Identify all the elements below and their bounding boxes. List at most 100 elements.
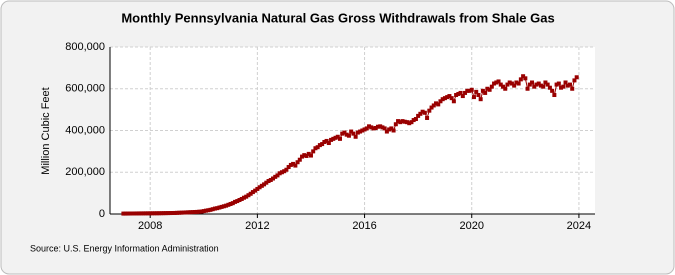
data-point (451, 99, 456, 104)
data-point (284, 167, 289, 172)
data-point (536, 81, 541, 86)
data-point (152, 211, 157, 216)
data-point (404, 120, 409, 125)
y-tick-label: 600,000 (65, 83, 105, 95)
data-point (329, 137, 334, 142)
data-point (436, 102, 441, 107)
data-point (534, 82, 539, 87)
data-point (331, 136, 336, 141)
data-point (476, 93, 481, 98)
data-point (570, 86, 575, 91)
data-point (293, 163, 298, 168)
data-point (496, 79, 501, 84)
data-point (130, 211, 135, 216)
data-point (250, 190, 255, 195)
data-point (454, 93, 459, 98)
data-point (471, 95, 476, 100)
data-point (400, 119, 405, 124)
data-point (563, 80, 568, 85)
data-point (163, 211, 168, 216)
data-point (483, 90, 488, 95)
data-point (398, 120, 403, 125)
data-point (264, 180, 269, 185)
data-point (121, 211, 126, 216)
data-point (487, 87, 492, 92)
data-point (210, 207, 215, 212)
data-point (159, 211, 164, 216)
data-point (311, 149, 316, 154)
data-point (145, 211, 150, 216)
data-point (297, 157, 302, 162)
data-point (554, 82, 559, 87)
data-point (246, 193, 251, 198)
data-point (402, 119, 407, 124)
data-point (375, 124, 380, 129)
data-point (224, 203, 229, 208)
data-point (469, 87, 474, 92)
data-point (574, 75, 579, 80)
data-point (177, 210, 182, 215)
data-point (259, 183, 264, 188)
data-point (384, 129, 389, 134)
data-point (217, 205, 222, 210)
data-point (420, 109, 425, 114)
data-point (391, 128, 396, 133)
data-point (498, 82, 503, 87)
x-tick-label: 2024 (567, 220, 591, 232)
data-point (335, 134, 340, 139)
data-point (201, 209, 206, 214)
data-point (349, 129, 354, 134)
data-point (514, 80, 519, 85)
data-point (387, 127, 392, 132)
data-point (438, 99, 443, 104)
y-tick-label: 200,000 (65, 166, 105, 178)
data-point (521, 74, 526, 79)
data-point (541, 84, 546, 89)
data-point (320, 142, 325, 147)
data-point (512, 83, 517, 88)
x-tick-label: 2016 (352, 220, 376, 232)
chart-title: Monthly Pennsylvania Natural Gas Gross W… (121, 10, 554, 25)
data-point (538, 83, 543, 88)
data-point (239, 196, 244, 201)
data-point (123, 211, 128, 216)
data-point (125, 211, 130, 216)
data-point (371, 126, 376, 131)
data-point (270, 176, 275, 181)
data-point (161, 211, 166, 216)
data-point (460, 94, 465, 99)
data-point (440, 97, 445, 102)
data-point (192, 210, 197, 215)
data-point (324, 138, 329, 143)
data-point (552, 93, 557, 98)
data-point (215, 206, 220, 211)
data-point (219, 204, 224, 209)
data-point (302, 153, 307, 158)
data-point (407, 121, 412, 126)
data-point (266, 179, 271, 184)
source-note: Source: U.S. Energy Information Administ… (30, 243, 219, 253)
data-point (532, 84, 537, 89)
data-point (422, 110, 427, 115)
data-point (139, 211, 144, 216)
data-point (154, 211, 159, 216)
data-point (244, 194, 249, 199)
data-point (208, 207, 213, 212)
data-point (166, 211, 171, 216)
data-point (467, 88, 472, 93)
data-point (195, 209, 200, 214)
data-point (141, 211, 146, 216)
data-point (418, 111, 423, 116)
data-point (168, 211, 173, 216)
data-point (315, 145, 320, 150)
data-point (358, 129, 363, 134)
data-point (507, 80, 512, 85)
data-point (425, 115, 430, 120)
data-point (255, 186, 260, 191)
data-point (295, 160, 300, 165)
data-point (449, 96, 454, 101)
data-point (308, 153, 313, 158)
data-point (288, 162, 293, 167)
data-point (516, 81, 521, 86)
